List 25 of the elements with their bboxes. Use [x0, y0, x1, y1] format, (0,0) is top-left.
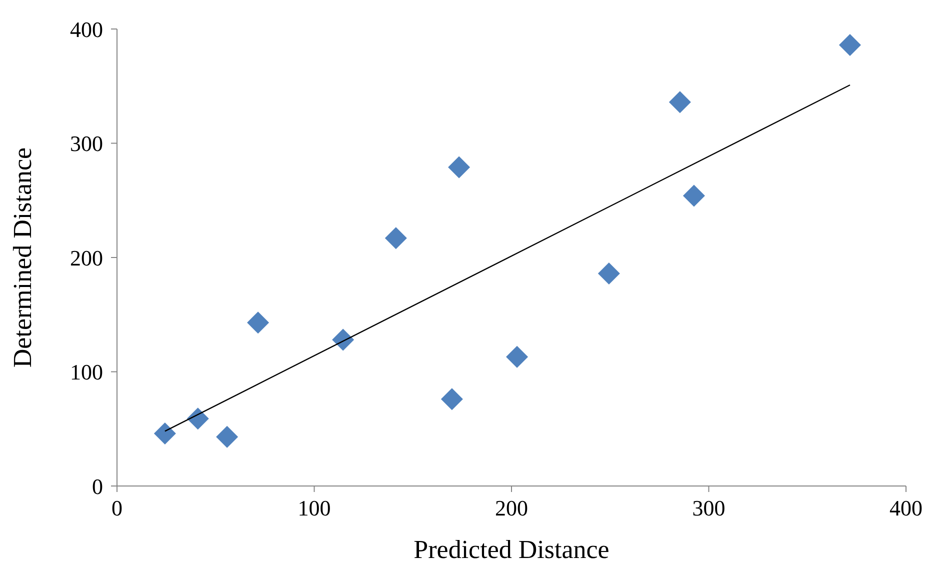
point — [247, 312, 270, 334]
x-tick-label: 200 — [495, 496, 528, 521]
point — [598, 262, 620, 284]
y-tick-label: 300 — [70, 131, 103, 156]
y-tick-label: 0 — [92, 474, 103, 499]
x-tick-label: 100 — [298, 496, 331, 521]
point — [216, 426, 238, 448]
point — [838, 34, 861, 56]
y-tick-label: 100 — [70, 360, 103, 385]
point — [668, 91, 691, 114]
point — [682, 184, 705, 207]
point — [332, 328, 354, 351]
point — [506, 346, 528, 368]
y-tick-label: 400 — [70, 16, 103, 42]
point — [384, 227, 407, 250]
point — [186, 408, 209, 430]
point — [154, 422, 176, 444]
x-axis-title: Predicted Distance — [414, 535, 610, 564]
y-axis-title: Determined Distance — [8, 147, 38, 368]
x-tick-label: 300 — [692, 496, 726, 521]
point — [440, 388, 463, 410]
y-tick-label: 200 — [70, 245, 103, 270]
point — [448, 156, 470, 178]
x-tick-label: 400 — [890, 496, 922, 521]
x-tick-label: 0 — [112, 496, 122, 521]
